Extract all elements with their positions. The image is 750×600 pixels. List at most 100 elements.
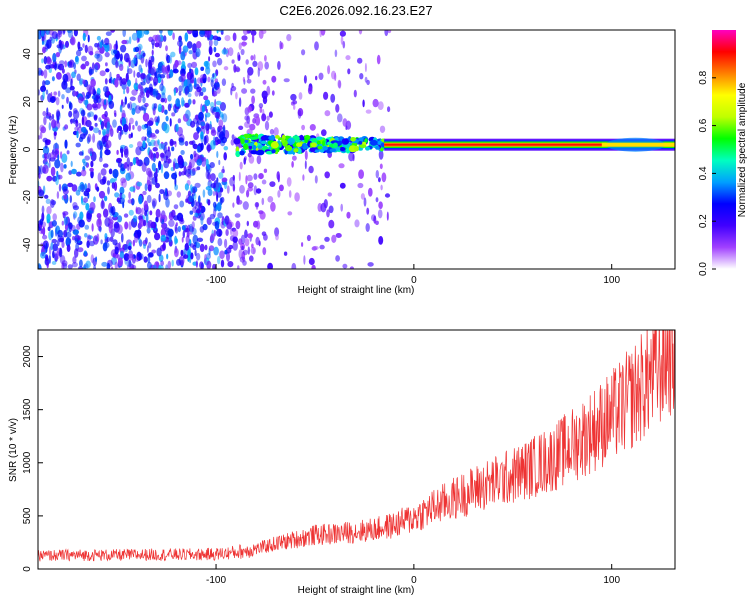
noise-blob	[145, 214, 149, 224]
noise-blob	[235, 92, 238, 100]
noise-blob	[141, 104, 148, 111]
noise-blob	[193, 192, 197, 200]
noise-blob	[348, 152, 355, 162]
noise-blob	[330, 93, 336, 103]
noise-blob	[61, 68, 65, 74]
noise-blob	[387, 30, 392, 34]
noise-blob	[118, 241, 121, 251]
noise-blob	[128, 133, 132, 139]
noise-blob	[158, 143, 164, 150]
noise-blob	[314, 41, 319, 51]
noise-blob	[150, 134, 157, 139]
noise-blob	[181, 97, 185, 107]
noise-blob	[241, 245, 244, 251]
noise-blob	[246, 174, 253, 182]
noise-blob	[223, 146, 229, 151]
noise-blob	[247, 187, 253, 192]
noise-blob	[183, 254, 189, 259]
transition-blob	[332, 142, 338, 148]
noise-blob	[122, 30, 126, 37]
noise-blob	[93, 196, 96, 203]
noise-blob	[178, 171, 181, 177]
noise-blob	[73, 62, 76, 70]
transition-blob	[296, 142, 303, 147]
noise-blob	[252, 60, 258, 67]
noise-blob	[167, 228, 174, 237]
transition-blob	[304, 137, 308, 144]
transition-blob	[302, 142, 308, 150]
noise-blob	[249, 123, 256, 131]
noise-blob	[47, 226, 51, 232]
noise-blob	[384, 30, 389, 37]
spectrogram-x-ticks: -100 0 100	[206, 264, 620, 286]
noise-blob	[342, 118, 348, 127]
noise-blob	[150, 139, 156, 147]
noise-blob	[103, 242, 110, 249]
noise-blob	[204, 254, 207, 264]
noise-blob	[149, 210, 153, 216]
transition-blob	[369, 139, 378, 146]
noise-blob	[107, 186, 110, 195]
noise-blob	[74, 126, 79, 131]
noise-blob	[209, 120, 212, 130]
noise-blob	[38, 172, 41, 179]
noise-blob	[138, 195, 143, 205]
noise-blob	[132, 57, 137, 65]
y-tick-label: 1000	[22, 451, 33, 474]
noise-blob	[244, 238, 250, 247]
noise-blob	[38, 264, 42, 269]
noise-blob	[184, 86, 190, 95]
noise-blob	[75, 120, 79, 128]
noise-blob	[224, 35, 231, 42]
noise-blob	[38, 190, 45, 199]
noise-blob	[287, 211, 293, 216]
noise-blob	[242, 201, 249, 210]
noise-blob	[110, 30, 116, 33]
noise-blob	[61, 80, 68, 90]
noise-blob	[72, 229, 80, 235]
noise-blob	[83, 161, 88, 167]
snr-y-ticks: 0 500 1000 1500 2000	[22, 345, 43, 572]
noise-blob	[57, 234, 60, 241]
noise-blob	[143, 243, 146, 249]
noise-blob	[153, 103, 158, 109]
noise-blob	[90, 151, 97, 162]
noise-blob	[41, 58, 44, 64]
noise-blob	[190, 252, 194, 260]
noise-blob	[308, 257, 315, 266]
noise-blob	[245, 175, 248, 185]
noise-blob	[67, 30, 73, 38]
noise-blob	[155, 71, 158, 79]
noise-blob	[105, 62, 108, 67]
noise-blob	[213, 84, 217, 89]
noise-blob	[136, 181, 143, 187]
noise-blob	[76, 130, 79, 139]
noise-blob	[137, 215, 143, 221]
noise-blob	[360, 193, 365, 200]
transition-blob	[364, 138, 368, 144]
noise-blob	[146, 126, 152, 136]
noise-blob	[320, 202, 327, 213]
noise-blob	[65, 237, 71, 247]
noise-blob	[77, 247, 84, 253]
noise-blob	[91, 223, 94, 232]
noise-blob	[87, 111, 95, 117]
spectrogram-marks	[38, 30, 675, 269]
noise-blob	[200, 66, 205, 72]
noise-blob	[199, 243, 205, 253]
noise-blob	[262, 79, 267, 85]
noise-blob	[264, 55, 267, 62]
noise-blob	[238, 42, 242, 50]
noise-blob	[147, 175, 150, 186]
noise-blob	[214, 78, 219, 83]
colorbar-ticks: 0.0 0.2 0.4 0.6 0.8	[698, 70, 716, 276]
noise-blob	[163, 171, 170, 180]
noise-blob	[155, 151, 160, 159]
noise-blob	[152, 107, 156, 116]
noise-blob	[95, 256, 98, 263]
noise-blob	[218, 30, 224, 33]
noise-blob	[60, 162, 64, 173]
noise-blob	[48, 254, 52, 264]
noise-blob	[246, 189, 250, 198]
noise-blob	[135, 256, 140, 262]
